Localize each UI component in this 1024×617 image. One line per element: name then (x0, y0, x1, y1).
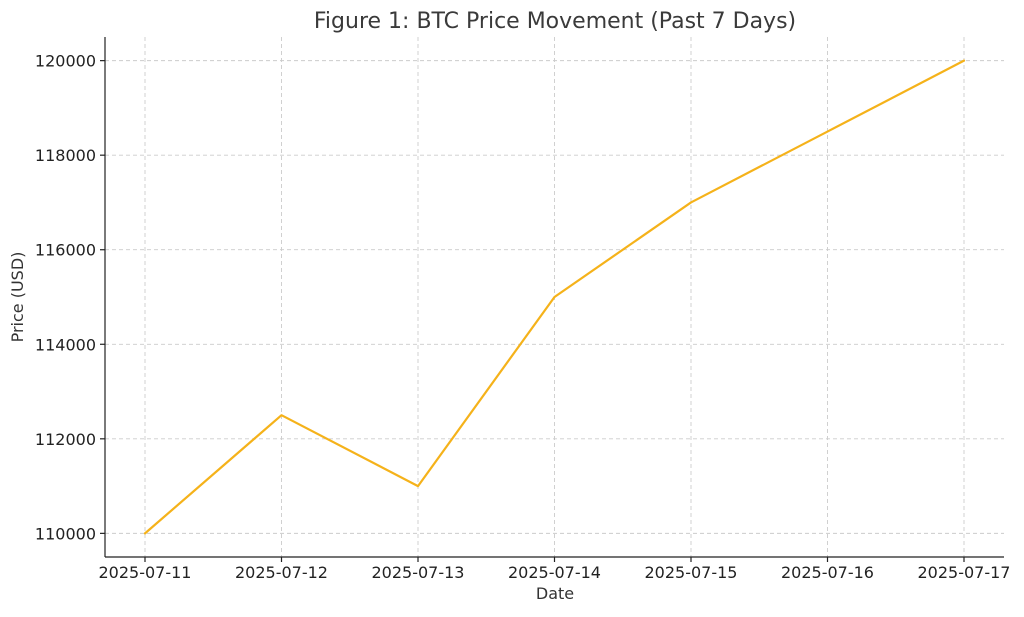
grid-lines (105, 37, 1004, 557)
x-tick-label: 2025-07-14 (508, 563, 601, 582)
axis-ticks: 2025-07-11 2025-07-12 2025-07-13 2025-07-14… (35, 52, 1011, 582)
x-tick-label: 2025-07-12 (235, 563, 328, 582)
y-tick-label: 110000 (35, 524, 96, 543)
data-series (143, 59, 966, 535)
x-tick-label: 2025-07-16 (781, 563, 874, 582)
x-tick-label: 2025-07-13 (372, 563, 465, 582)
y-axis-label: Price (USD) (8, 252, 27, 343)
x-axis-label: Date (536, 584, 574, 603)
chart-title: Figure 1: BTC Price Movement (Past 7 Day… (314, 9, 796, 34)
y-tick-label: 120000 (35, 52, 96, 71)
x-tick-label: 2025-07-11 (99, 563, 192, 582)
x-tick-label: 2025-07-15 (645, 563, 738, 582)
y-tick-label: 116000 (35, 241, 96, 260)
series-line-btc-price (143, 59, 966, 535)
x-tick-label: 2025-07-17 (918, 563, 1011, 582)
y-tick-label: 112000 (35, 430, 96, 449)
y-tick-label: 118000 (35, 146, 96, 165)
y-tick-label: 114000 (35, 335, 96, 354)
